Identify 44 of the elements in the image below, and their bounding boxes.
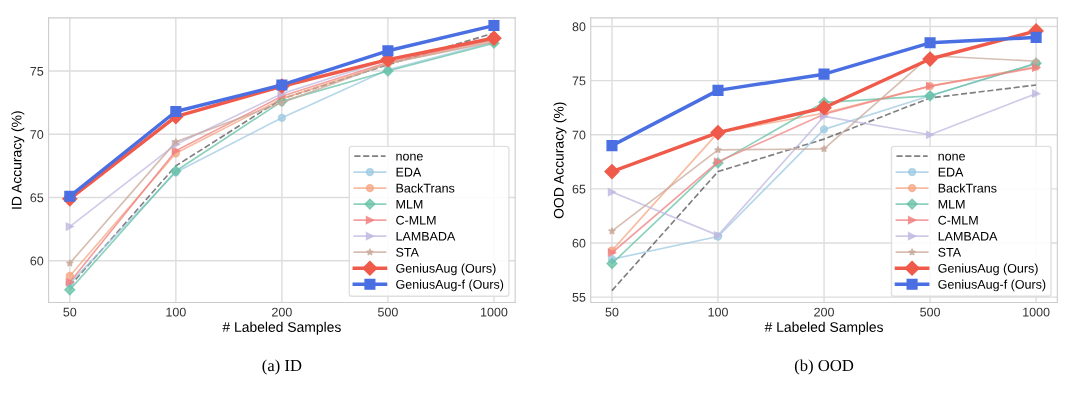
x-tick-label: 50 — [605, 307, 619, 317]
legend-label: none — [938, 153, 965, 161]
y-tick-label: 75 — [572, 76, 586, 86]
legend-label: EDA — [938, 167, 964, 177]
text: (a) ID — [262, 359, 302, 375]
legend-label: BackTrans — [396, 183, 455, 193]
y-tick-label: 60 — [30, 256, 44, 266]
legend-label: STA — [938, 247, 962, 257]
y-tick-label: 75 — [30, 66, 44, 76]
legend-label: EDA — [396, 167, 422, 177]
y-tick-label: 55 — [572, 293, 586, 302]
legend-label: GeniusAug (Ours) — [396, 263, 496, 276]
x-axis-title: # Labeled Samples — [764, 321, 883, 335]
x-tick-label: 100 — [708, 307, 728, 317]
legend-label: LAMBADA — [938, 231, 998, 241]
x-tick-label: 500 — [920, 307, 941, 317]
legend-label: none — [396, 153, 423, 161]
x-tick-label: 200 — [814, 307, 834, 317]
legend-label: GeniusAug (Ours) — [938, 263, 1038, 276]
x-tick-label: 500 — [377, 307, 398, 317]
legend-label: MLM — [396, 199, 423, 209]
legend-label: LAMBADA — [396, 231, 456, 241]
legend-label: BackTrans — [938, 183, 997, 193]
legend-label: STA — [396, 247, 419, 257]
y-axis-title: OOD Accuracy (%) — [553, 102, 567, 219]
x-tick-label: 50 — [63, 307, 77, 317]
legend-label: C-MLM — [938, 215, 978, 225]
y-tick-label: 80 — [572, 22, 586, 32]
y-tick-label: 60 — [572, 238, 586, 248]
x-axis-title: # Labeled Samples — [222, 321, 341, 335]
x-tick-label: 1000 — [481, 307, 508, 317]
legend-label: GeniusAug-f (Ours) — [938, 279, 1046, 292]
x-tick-label: 200 — [272, 307, 292, 317]
y-tick-label: 65 — [572, 184, 586, 194]
y-tick-label: 70 — [572, 130, 586, 140]
x-tick-label: 100 — [166, 307, 186, 317]
y-tick-label: 65 — [30, 193, 44, 203]
text: (b) OOD — [794, 359, 854, 375]
legend-label: C-MLM — [396, 215, 436, 225]
legend-label: MLM — [938, 199, 965, 209]
y-axis-title: ID Accuracy (%) — [11, 111, 25, 209]
x-tick-label: 1000 — [1023, 307, 1050, 317]
legend-label: GeniusAug-f (Ours) — [396, 279, 504, 292]
y-tick-label: 70 — [30, 130, 44, 139]
